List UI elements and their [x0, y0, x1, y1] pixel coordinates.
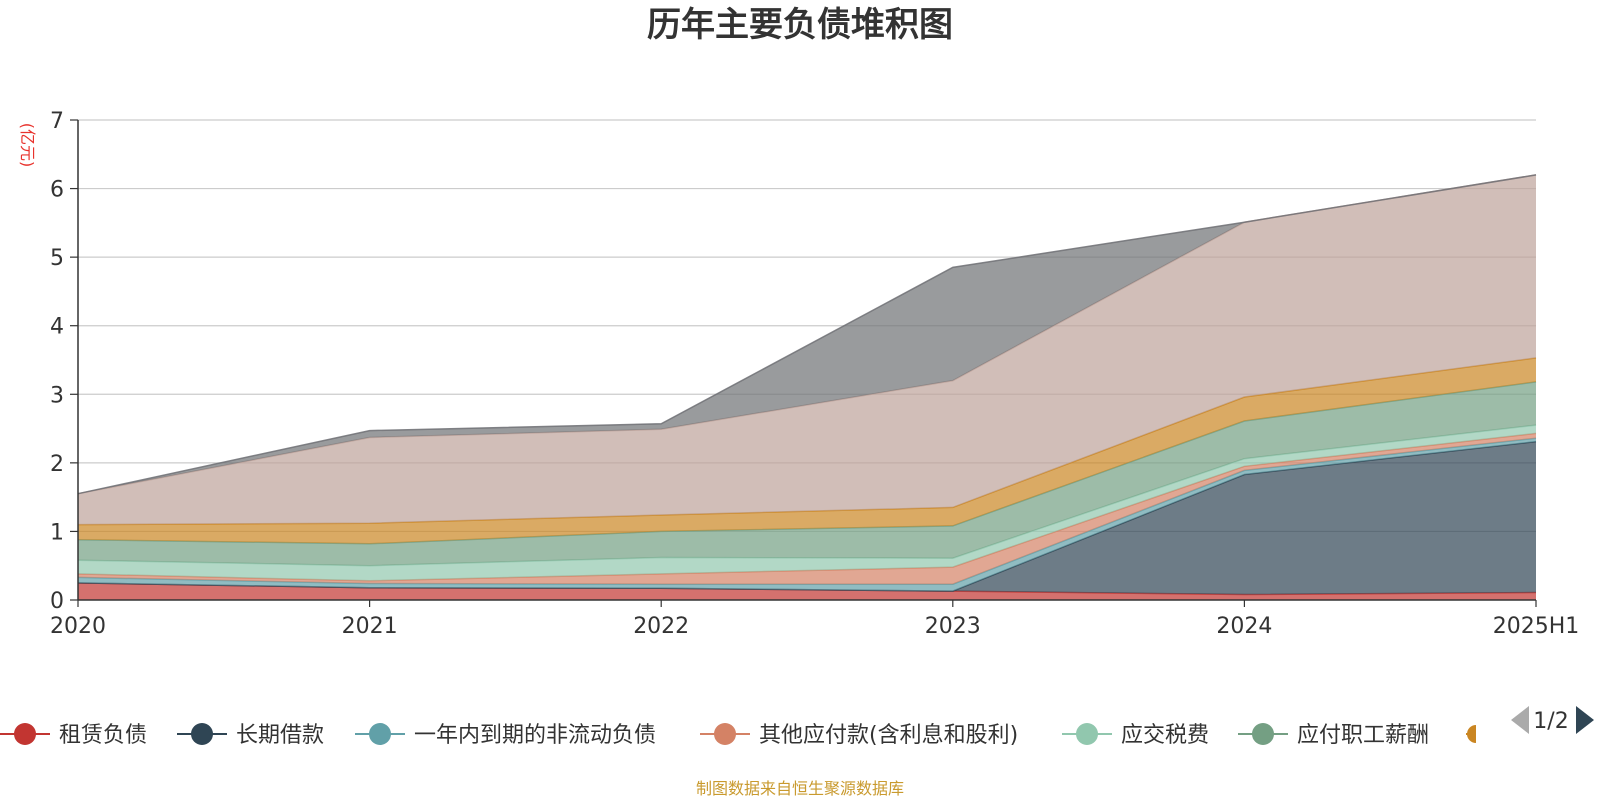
series-area	[78, 582, 1536, 600]
legend-marker	[1076, 723, 1098, 745]
series-area	[78, 357, 1536, 544]
x-tick-label: 2021	[342, 614, 398, 639]
legend-item[interactable]: 长期借款	[177, 723, 324, 748]
axes: 0 1 2 3 4 5 6 7 2020 2021 2022 2023 2024 2025H1	[50, 109, 1579, 639]
series-areas	[77, 174, 1537, 600]
series-area	[78, 425, 1536, 581]
y-tick-label: 7	[50, 109, 64, 134]
x-tick-label: 2023	[925, 614, 981, 639]
legend-label: 应付职工薪酬	[1297, 723, 1429, 748]
x-tick-label: 2024	[1216, 614, 1272, 639]
x-tick-label: 2025H1	[1493, 614, 1580, 639]
legend-marker	[14, 723, 36, 745]
legend-label: 应交税费	[1121, 723, 1209, 748]
data-source-note: 制图数据来自恒生聚源数据库	[696, 779, 904, 798]
legend-item[interactable]: 一年内到期的非流动负债	[355, 723, 656, 748]
series-area	[78, 174, 1536, 494]
legend-marker	[1467, 725, 1476, 743]
series-area	[78, 441, 1536, 595]
y-tick-label: 2	[50, 452, 64, 477]
legend-item[interactable]: 应交税费	[1062, 723, 1209, 748]
legend-label: 长期借款	[236, 723, 324, 748]
legend-item[interactable]: 租赁负债	[0, 723, 147, 748]
legend-marker	[191, 723, 213, 745]
legend-label: 租赁负债	[59, 723, 147, 748]
legend-label: 一年内到期的非流动负债	[414, 723, 656, 748]
y-tick-label: 6	[50, 178, 64, 203]
y-axis-unit: (亿元)	[18, 123, 37, 168]
y-tick-label: 3	[50, 383, 64, 408]
legend-item[interactable]: 其他应付款(含利息和股利)	[700, 723, 1018, 748]
series-line	[77, 174, 1537, 495]
legend-label: 其他应付款(含利息和股利)	[759, 723, 1018, 748]
legend-item[interactable]: 应付职工薪酬	[1238, 723, 1429, 748]
legend-prev-page-icon[interactable]	[1511, 706, 1529, 734]
y-tick-label: 5	[50, 246, 64, 271]
legend-marker	[369, 723, 391, 745]
y-tick-label: 0	[50, 589, 64, 614]
legend-next-page-icon[interactable]	[1576, 706, 1594, 734]
x-tick-label: 2022	[633, 614, 689, 639]
legend-item[interactable]	[1466, 725, 1476, 743]
chart-title: 历年主要负债堆积图	[647, 5, 953, 45]
legend: 租赁负债 长期借款 一年内到期的非流动负债 其他应付款(含利息和股利) 应交税费 应付职工…	[0, 723, 1476, 748]
legend-pager: 1/2	[1511, 706, 1594, 734]
legend-page-indicator: 1/2	[1533, 709, 1568, 734]
x-tick-label: 2020	[50, 614, 106, 639]
legend-marker	[1252, 723, 1274, 745]
legend-marker	[714, 723, 736, 745]
y-tick-label: 1	[50, 520, 64, 545]
y-tick-label: 4	[50, 315, 64, 340]
